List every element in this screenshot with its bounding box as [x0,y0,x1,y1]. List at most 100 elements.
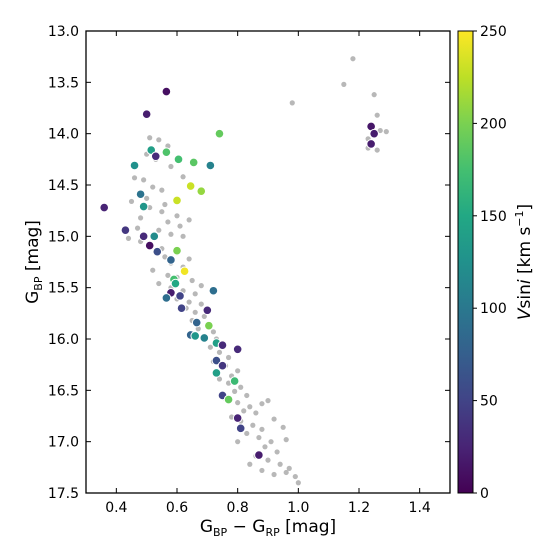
background-point [295,480,301,486]
vsini-point [120,225,131,235]
background-point [147,135,153,141]
vsini-point [152,246,163,257]
vsini-point [172,245,182,256]
vsini-point [204,320,214,331]
background-point [374,147,380,153]
background-point [259,467,265,474]
background-point [283,437,289,443]
background-point [238,384,244,390]
vsini-point [191,317,202,328]
colorbar-tick-label: 100 [480,301,507,317]
background-point [144,195,150,201]
vsini-point [217,340,228,350]
vsini-point [138,231,149,242]
background-point [156,227,162,233]
vsini-point [175,291,185,301]
background-point [165,143,171,149]
vsini-point [232,413,243,423]
background-point [186,256,192,262]
vsini-point [161,147,172,157]
x-tick-label: 1.2 [348,500,370,516]
background-point [235,400,241,406]
background-point [216,349,223,355]
x-tick-label: 0.6 [166,500,188,516]
vsini-point [211,368,222,378]
colorbar-tick-label: 50 [480,394,498,410]
background-point [244,392,250,399]
background-point [235,368,241,374]
x-tick-label: 1.0 [287,500,309,516]
background-point [256,434,262,441]
background-point [259,426,265,432]
plot-frame [85,30,451,494]
vsini-point [99,202,109,213]
background-point [198,301,204,307]
background-point [174,213,180,219]
background-point [277,461,283,467]
vsini-point [211,355,222,366]
colorbar-label: Vsini [km s−1] [513,204,535,320]
vsini-point [161,86,172,97]
background-point [247,461,253,467]
background-point [374,112,380,118]
vsini-point [205,160,216,171]
x-tick-label: 0.4 [105,500,127,516]
colorbar [457,30,474,494]
background-point [280,424,286,430]
background-point [162,254,168,260]
background-point [168,163,174,170]
vsini-point [217,360,228,371]
background-point [186,299,192,305]
background-point [134,225,141,231]
vsini-point [179,266,190,277]
y-tick-label: 15.0 [48,229,79,245]
vsini-point [173,154,184,165]
y-axis: 13.0 13.5 14.0 14.5 15.0 15.5 16.0 16.5 17.0 17.5 [48,24,450,502]
background-point [265,457,271,463]
background-point [141,177,147,183]
x-axis: 0.4 0.6 0.8 1.0 1.2 1.4 [105,31,431,516]
background-point [138,215,144,221]
background-point [195,326,201,332]
background-point [350,56,356,62]
background-point [180,174,186,180]
background-point [341,81,347,87]
vsini-point [199,333,210,343]
background-point [271,416,277,422]
vsini-point [185,181,196,191]
colorbar-tick-label: 0 [480,486,489,502]
colorbar-ticks: 0 50 100 150 200 250 [473,24,507,502]
background-point [289,100,295,106]
y-tick-label: 14.5 [48,178,79,194]
background-point [250,422,256,428]
background-point [186,217,192,223]
background-point [165,272,171,278]
vsini-point [135,189,146,200]
background-point [262,444,268,450]
background-point [168,231,174,237]
background-point [198,283,204,289]
colored-points [99,86,379,460]
background-point [125,235,132,241]
background-point [377,127,383,134]
vsini-point [172,195,182,206]
vsini-point [202,305,213,316]
background-point [247,404,253,410]
background-point [210,329,216,335]
colorbar-tick-label: 150 [480,209,507,225]
vsini-point [138,201,149,212]
background-point [216,376,223,382]
vsini-point [235,423,246,434]
background-point [192,291,198,297]
vsini-point [369,128,379,139]
x-axis-label: GBP − GRP [mag] [200,517,336,539]
background-point [271,471,277,478]
background-point [241,408,247,414]
vsini-point [150,151,161,162]
background-point [274,449,280,455]
y-axis-label: GBP [mag] [23,220,45,304]
vsini-point [366,139,376,149]
background-point [283,469,289,476]
background-point [162,201,168,208]
background-point [165,219,171,225]
